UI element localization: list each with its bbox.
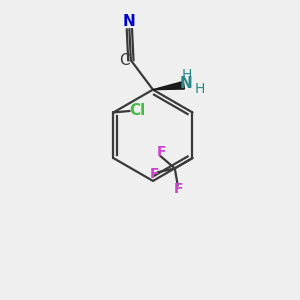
Text: Cl: Cl [130, 103, 146, 118]
Text: H: H [182, 68, 192, 82]
Text: F: F [174, 182, 183, 196]
Text: N: N [123, 14, 136, 29]
Text: N: N [180, 76, 193, 91]
Polygon shape [153, 81, 184, 90]
Text: F: F [157, 145, 166, 159]
Text: C: C [119, 53, 130, 68]
Text: F: F [149, 167, 159, 181]
Text: H: H [195, 82, 205, 96]
